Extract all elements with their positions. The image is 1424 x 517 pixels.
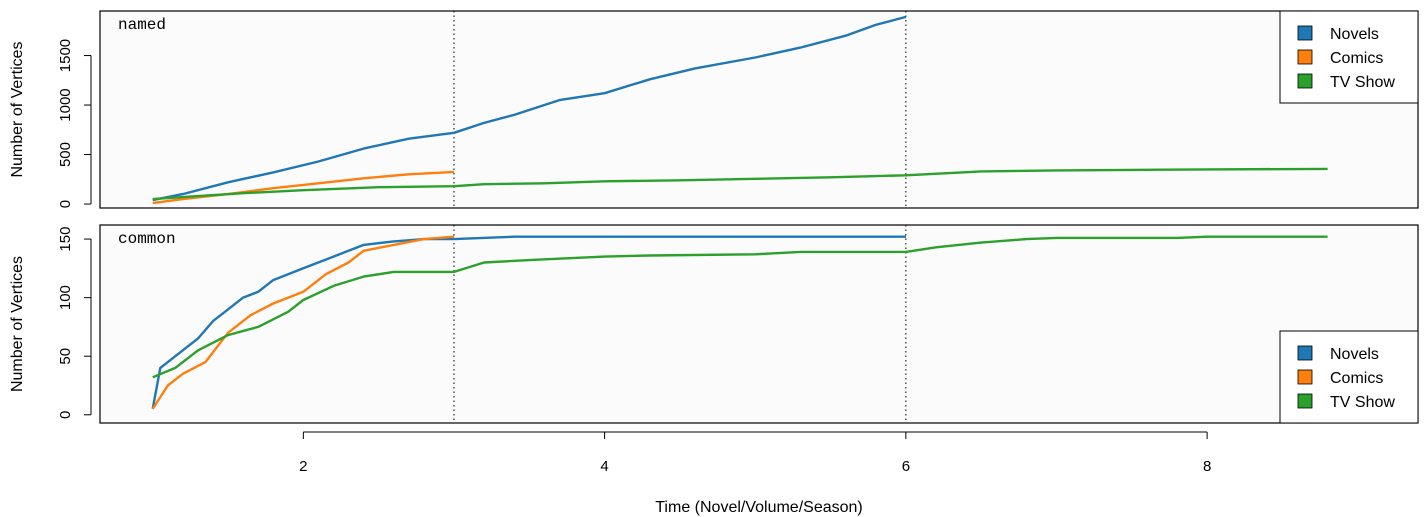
named-legend-label: Novels xyxy=(1330,26,1379,43)
x-tick-label: 4 xyxy=(600,458,608,475)
common-legend-label: Comics xyxy=(1330,370,1383,387)
common-y-tick-label: 0 xyxy=(57,411,74,419)
named-y-tick-label: 0 xyxy=(57,200,74,208)
common-y-tick-label: 150 xyxy=(57,227,74,252)
common-y-axis-title: Number of Vertices xyxy=(9,256,26,392)
common-legend-label: Novels xyxy=(1330,346,1379,363)
common-plot-area xyxy=(99,224,1419,424)
named-y-tick-label: 1500 xyxy=(57,39,74,72)
named-series-tv-show xyxy=(152,167,1328,201)
common-legend-swatch xyxy=(1297,345,1313,361)
common-legend-swatch xyxy=(1297,369,1313,385)
named-series-novels xyxy=(152,15,907,202)
named-legend-swatch xyxy=(1297,49,1313,65)
common-y-tick-label: 50 xyxy=(57,348,74,365)
named-legend-swatch xyxy=(1297,25,1313,41)
x-tick-label: 8 xyxy=(1203,458,1211,475)
common-legend-label: TV Show xyxy=(1330,394,1395,411)
named-legend-label: TV Show xyxy=(1330,74,1395,91)
named-y-tick-label: 1000 xyxy=(57,88,74,121)
common-series-comics xyxy=(151,235,455,410)
named-legend-label: Comics xyxy=(1330,50,1383,67)
common-legend-swatch xyxy=(1297,393,1313,409)
x-axis-title: Time (Novel/Volume/Season) xyxy=(655,499,863,516)
common-y-tick-label: 100 xyxy=(57,285,74,310)
x-tick-label: 2 xyxy=(299,458,307,475)
common-panel-label: common xyxy=(118,230,176,248)
x-tick-label: 6 xyxy=(902,458,910,475)
common-series-tv-show xyxy=(152,235,1328,379)
named-y-tick-label: 500 xyxy=(57,142,74,167)
named-legend-swatch xyxy=(1297,73,1313,89)
named-series-comics xyxy=(152,170,455,205)
named-plot-area xyxy=(99,10,1419,209)
named-y-axis-title: Number of Vertices xyxy=(9,41,26,177)
named-panel-label: named xyxy=(118,16,166,34)
